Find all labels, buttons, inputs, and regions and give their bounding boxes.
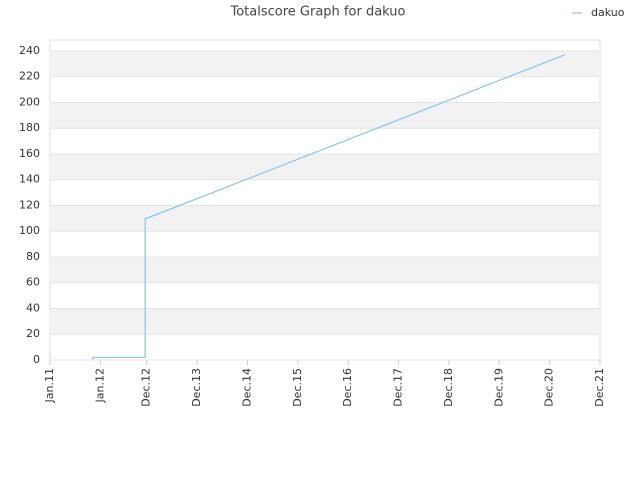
x-tick-label: Dec.20 (543, 368, 556, 407)
y-tick-label: 40 (26, 301, 40, 314)
grid-band (50, 153, 600, 180)
y-tick-label: 220 (19, 70, 40, 83)
y-tick-label: 140 (19, 173, 40, 186)
x-tick-label: Dec.18 (442, 368, 455, 407)
y-tick-label: 120 (19, 198, 40, 211)
y-tick-label: 200 (19, 95, 40, 108)
x-tick-label: Dec.17 (392, 368, 405, 407)
y-tick-label: 100 (19, 224, 40, 237)
y-tick-label: 80 (26, 250, 40, 263)
y-tick-label: 0 (33, 353, 40, 366)
plot-area (49, 39, 601, 361)
x-tick-label: Dec.15 (291, 368, 304, 407)
grid-band (50, 205, 600, 232)
x-tick-label: Dec.21 (593, 368, 606, 407)
grid-band (50, 50, 600, 77)
line (92, 54, 565, 360)
x-tick-label: Dec.13 (190, 368, 203, 407)
x-tick-label: Jan.11 (43, 368, 56, 403)
grid-band (50, 256, 600, 283)
chart-title: Totalscore Graph for dakuo (230, 5, 406, 20)
grid-band (50, 308, 600, 335)
y-tick-label: 60 (26, 276, 40, 289)
x-tick-label: Jan.12 (93, 368, 106, 403)
x-tick-label: Dec.14 (240, 368, 253, 407)
y-tick-label: 240 (19, 44, 40, 57)
y-tick-label: 180 (19, 121, 40, 134)
legend-label: dakuo (591, 6, 625, 19)
grid-band (50, 102, 600, 129)
y-tick-label: 160 (19, 147, 40, 160)
x-tick-label: Dec.12 (140, 368, 153, 407)
x-tick-label: Dec.19 (492, 368, 505, 407)
x-tick-label: Dec.16 (341, 368, 354, 407)
y-tick-label: 20 (26, 327, 40, 340)
